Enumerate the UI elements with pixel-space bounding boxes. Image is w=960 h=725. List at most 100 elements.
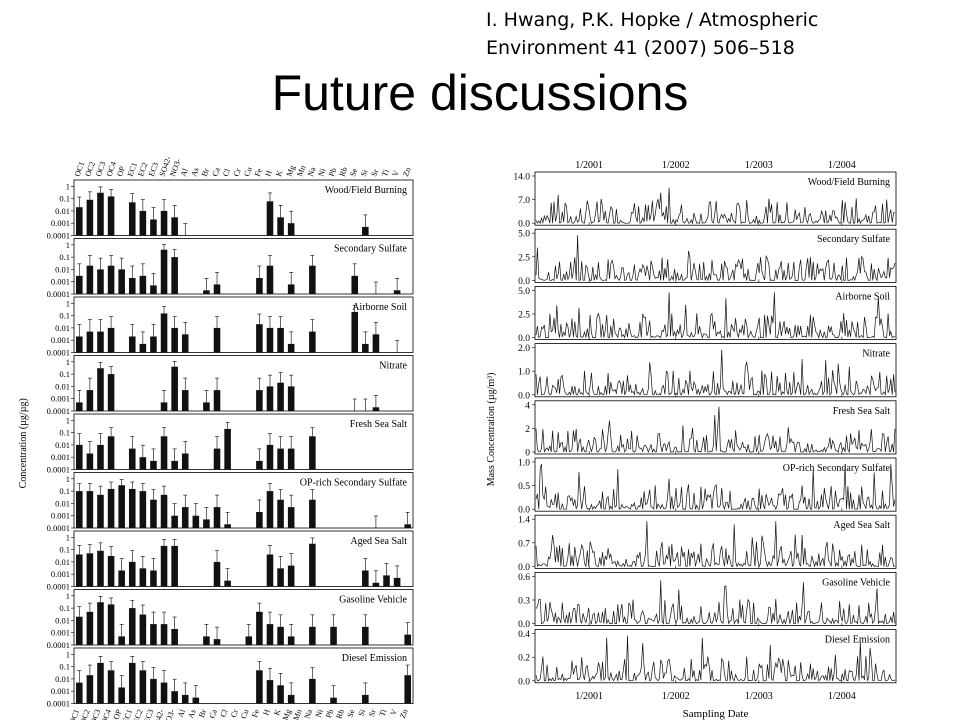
bar [139, 491, 147, 528]
y-tick-label: 0.0 [518, 220, 530, 230]
bar [372, 582, 380, 587]
x-tick-label-bottom: 1/2003 [745, 691, 773, 702]
x-tick-label-bottom: 1/2002 [662, 691, 690, 702]
bar [107, 196, 115, 236]
series-line [535, 406, 896, 454]
category-label-top: Cr [232, 167, 243, 178]
panel-title: Aged Sea Salt [350, 536, 407, 547]
category-label-bottom: V [389, 708, 400, 717]
bar [287, 386, 295, 411]
panel-frame [534, 400, 897, 455]
category-label-top: Al [179, 166, 190, 177]
bar [287, 284, 295, 294]
category-label-bottom: Zn [398, 708, 409, 719]
y-tick-label: 1 [66, 357, 70, 367]
panel-frame [73, 296, 414, 353]
panel-title: Nitrate [862, 349, 890, 360]
bar [309, 436, 316, 470]
bar [277, 626, 284, 645]
x-tick-label-bottom: 1/2004 [828, 691, 856, 702]
category-label-bottom: As [186, 708, 197, 719]
bar [86, 390, 94, 411]
bar [128, 277, 136, 294]
y-tick-label: 5.0 [518, 230, 530, 240]
y-tick-label: 0.001 [51, 277, 70, 287]
panel-title: Wood/Field Burning [808, 177, 890, 188]
y-tick-label: 0.001 [51, 394, 70, 404]
category-label-bottom: Se [345, 708, 356, 719]
bar [256, 511, 263, 528]
y-tick-label: 1 [66, 181, 70, 191]
y-tick-label: 0.0001 [47, 699, 70, 709]
y-tick-label: 0.01 [55, 615, 70, 625]
bar [139, 343, 147, 353]
bar [160, 210, 168, 236]
y-tick-label: 0.0001 [47, 348, 70, 358]
y-tick-label: 0.01 [55, 206, 70, 216]
bar [287, 507, 295, 528]
bar [107, 556, 115, 587]
bar [309, 499, 316, 528]
category-label-top: Mn [295, 164, 307, 178]
y-tick-label: 0.0 [518, 391, 530, 401]
category-label-top: Cu [242, 166, 254, 178]
citation: I. Hwang, P.K. Hopke / Atmospheric Envir… [486, 6, 906, 62]
category-label-bottom: Fe [250, 708, 261, 719]
bar [287, 565, 295, 587]
y-tick-label: 1 [66, 532, 70, 542]
bar [362, 226, 369, 236]
y-tick-label: 0.7 [518, 539, 530, 549]
bar [118, 636, 125, 645]
bar [309, 678, 316, 704]
bar [150, 570, 157, 587]
bar [86, 199, 94, 236]
bar [404, 675, 411, 704]
category-label-top: Br [200, 167, 211, 178]
bar [86, 331, 94, 353]
panel-frame [534, 514, 897, 569]
bar [171, 628, 178, 645]
category-label-bottom: Pb [324, 708, 335, 719]
bar [97, 192, 104, 236]
bar [76, 682, 83, 704]
bar [287, 694, 295, 704]
y-tick-label: 0.1 [59, 545, 70, 555]
bar [213, 448, 221, 470]
bar [150, 460, 157, 470]
panel-frame [73, 413, 414, 470]
series-line [535, 187, 896, 225]
bar [213, 561, 221, 587]
x-tick-label-bottom: 1/2001 [575, 691, 603, 702]
category-label-top: Ca [210, 166, 222, 178]
panel-title: Airborne Soil [835, 291, 890, 302]
x-tick-label-top: 1/2001 [575, 160, 603, 171]
bar [351, 311, 359, 353]
bar [203, 402, 210, 411]
y-tick-label: 0.001 [51, 628, 70, 638]
y-tick-label: 0.6 [518, 573, 530, 583]
category-label-bottom: H [261, 708, 272, 717]
citation-line-2: Environment 41 (2007) 506–518 [486, 37, 795, 59]
category-label-bottom: Al [176, 707, 187, 718]
bar [256, 277, 263, 294]
bar [266, 624, 274, 645]
bar [97, 494, 104, 528]
category-label-bottom: Br [197, 708, 208, 719]
bar [287, 343, 295, 353]
category-label-top: Si [359, 168, 370, 178]
series-line [535, 235, 896, 282]
series-line [535, 521, 896, 568]
bar [171, 327, 178, 353]
series-line [535, 635, 896, 682]
y-tick-label: 2.5 [518, 311, 530, 321]
source-profiles-svg: OC1OC1OC2OC2OC3OC3OC4OC4OPOPEC1EC1EC2EC2… [18, 155, 414, 725]
y-tick-label: 0.3 [518, 597, 530, 607]
bar [107, 374, 115, 411]
y-tick-label: 1 [66, 474, 70, 484]
bar [150, 285, 157, 294]
y-tick-label: 0.0 [518, 620, 530, 630]
y-tick-label: 0.1 [59, 486, 70, 496]
category-label-top: H [263, 169, 274, 178]
bar [160, 545, 168, 587]
bar [171, 217, 178, 236]
